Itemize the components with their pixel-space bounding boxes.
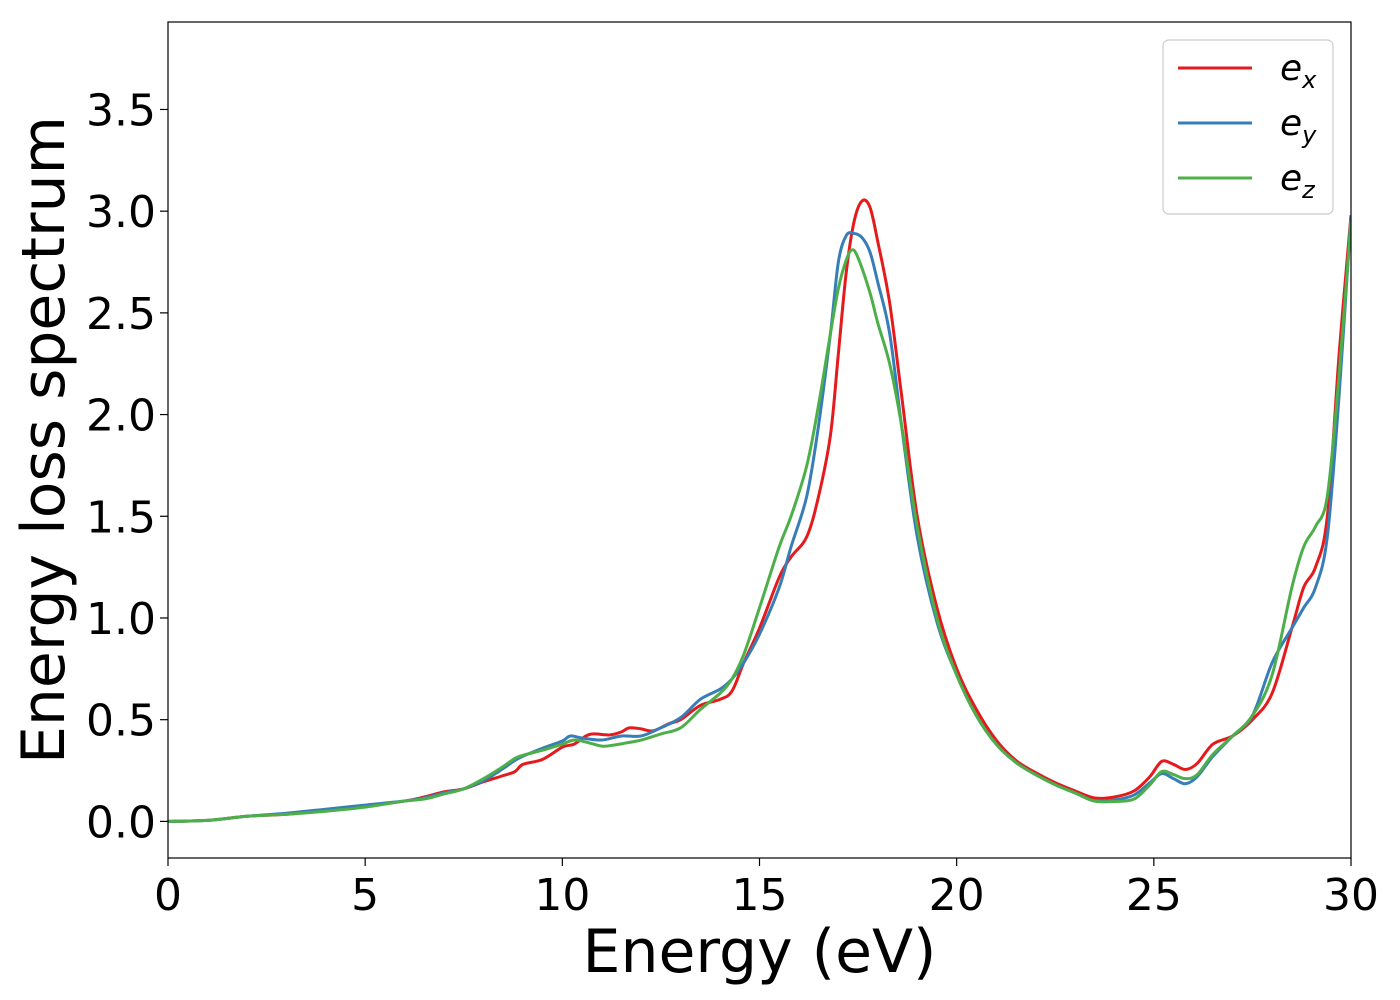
x-tick-label: 5 xyxy=(351,870,379,921)
series-line-ez xyxy=(168,221,1351,823)
y-tick-label: 1.5 xyxy=(86,492,156,543)
y-tick-label: 3.0 xyxy=(86,187,156,238)
y-axis-ticks: 0.0 0.5 1.0 1.5 2.0 2.5 3.0 3.5 xyxy=(86,85,168,848)
series-line-ey xyxy=(168,215,1351,823)
x-tick-label: 10 xyxy=(534,870,590,921)
x-tick-label: 15 xyxy=(732,870,788,921)
x-tick-label: 20 xyxy=(929,870,985,921)
series-layer xyxy=(168,198,1351,823)
legend-box xyxy=(1162,39,1334,215)
x-tick-label: 30 xyxy=(1323,870,1379,921)
y-axis-label: Energy loss spectrum xyxy=(9,116,79,764)
y-tick-label: 3.5 xyxy=(86,85,156,136)
legend: ex ey ez xyxy=(1162,39,1334,215)
y-tick-label: 0.0 xyxy=(86,797,156,848)
legend-label-ez: ez xyxy=(1280,158,1316,204)
y-tick-label: 0.5 xyxy=(86,696,156,747)
y-tick-label: 2.0 xyxy=(86,391,156,442)
legend-label-ex: ex xyxy=(1280,48,1317,94)
x-tick-label: 25 xyxy=(1126,870,1182,921)
y-tick-label: 2.5 xyxy=(86,289,156,340)
x-axis-label: Energy (eV) xyxy=(583,917,937,987)
series-line-ex xyxy=(168,198,1351,823)
y-tick-label: 1.0 xyxy=(86,594,156,645)
x-axis-ticks: 0 5 10 15 20 25 30 xyxy=(154,858,1379,921)
x-tick-label: 0 xyxy=(154,870,182,921)
legend-label-ey: ey xyxy=(1280,103,1317,149)
